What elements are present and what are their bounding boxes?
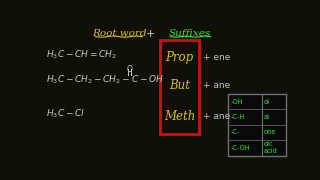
Text: $H_3C - CH = CH_2$: $H_3C - CH = CH_2$ — [46, 49, 117, 61]
Text: Prop: Prop — [165, 51, 194, 64]
Bar — [160, 40, 199, 134]
Text: Meth: Meth — [164, 110, 195, 123]
Text: But: But — [169, 79, 190, 92]
Text: ol: ol — [264, 99, 270, 105]
Text: O: O — [127, 65, 133, 74]
Text: -C-: -C- — [231, 129, 240, 136]
Text: Root word: Root word — [92, 29, 146, 38]
Text: -C-H: -C-H — [231, 114, 245, 120]
Text: + ane: + ane — [203, 81, 230, 90]
Text: Suffixes: Suffixes — [168, 29, 211, 38]
Text: +: + — [146, 29, 156, 39]
Text: -OH: -OH — [231, 99, 243, 105]
Text: oic
acid: oic acid — [264, 141, 278, 154]
Text: one: one — [264, 129, 276, 136]
Bar — [228, 94, 286, 156]
Text: $H_3C - CH_2 - CH_2 - C - OH$: $H_3C - CH_2 - CH_2 - C - OH$ — [46, 74, 164, 86]
Text: + ene: + ene — [203, 53, 230, 62]
Text: -C-OH: -C-OH — [231, 145, 250, 151]
Text: al: al — [264, 114, 270, 120]
Text: $H_3C - Cl$: $H_3C - Cl$ — [46, 108, 85, 120]
Text: + ane: + ane — [203, 112, 230, 121]
